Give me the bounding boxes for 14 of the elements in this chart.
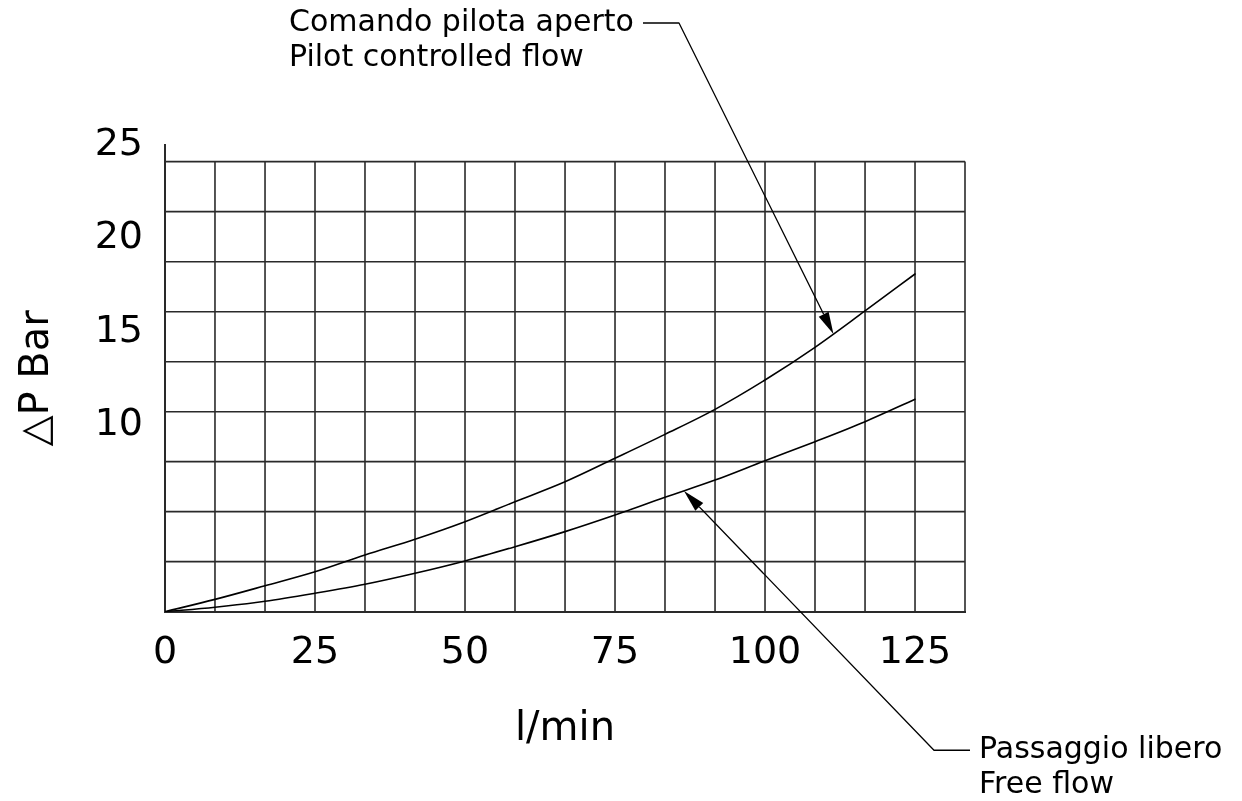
text: Passaggio libero Free flow (979, 729, 1223, 800)
x-tick-label: 100 (728, 628, 802, 673)
y-tick-label: 15 (94, 306, 143, 351)
x-axis-title: l/min (514, 703, 616, 750)
y-tick-label: 10 (94, 399, 143, 444)
y-axis-title: △P Bar (11, 309, 58, 447)
x-tick-label: 125 (878, 628, 952, 673)
text: Comando pilota aperto Pilot controlled flow (289, 2, 634, 73)
x-tick-label: 0 (152, 628, 178, 673)
y-tick-label: 20 (94, 213, 143, 258)
y-tick-label: 25 (94, 119, 143, 164)
x-tick-label: 50 (440, 628, 490, 673)
x-tick-label: 75 (590, 628, 640, 673)
x-tick-label: 25 (290, 628, 340, 673)
